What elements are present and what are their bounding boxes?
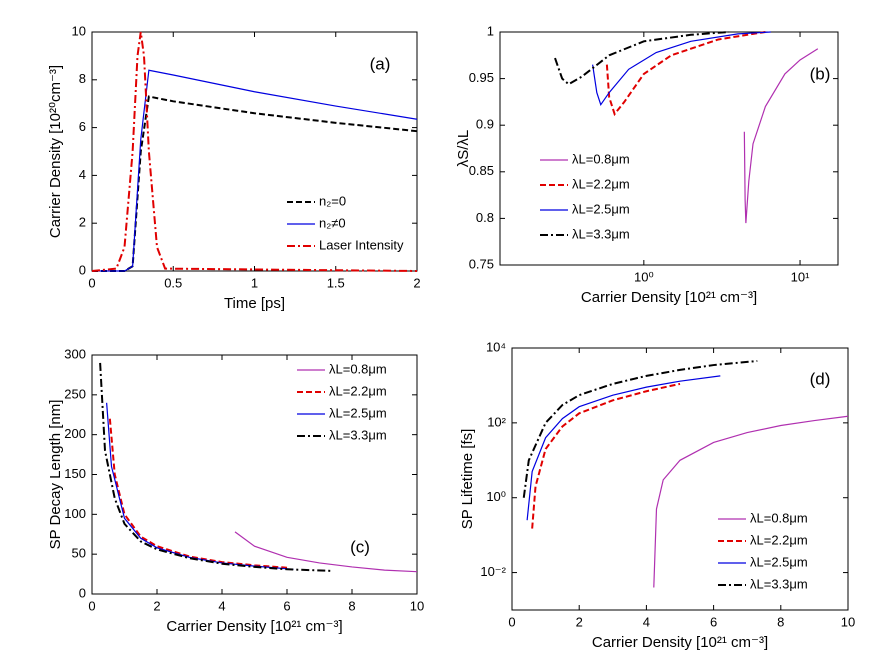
x-tick-label: 1.5: [327, 275, 345, 290]
y-tick-label: 8: [79, 71, 86, 86]
x-tick-label: 4: [643, 614, 650, 629]
x-tick-label: 10: [841, 614, 855, 629]
data-line: [653, 415, 849, 588]
legend-label: λL=3.3μm: [572, 226, 630, 241]
y-axis-label: Carrier Density [10²⁰cm⁻³]: [47, 65, 64, 238]
legend-label: λL=0.8μm: [750, 510, 808, 525]
legend-label: λL=3.3μm: [329, 427, 387, 442]
data-line: [106, 402, 294, 570]
legend-label: λL=3.3μm: [750, 576, 808, 591]
data-line: [92, 69, 418, 272]
plot-frame: [511, 347, 849, 611]
x-tick-label: 6: [283, 598, 290, 613]
legend-label: λL=0.8μm: [572, 151, 630, 166]
legend-label: Laser Intensity: [319, 237, 404, 252]
x-tick-label: 8: [777, 614, 784, 629]
x-tick-label: 6: [710, 614, 717, 629]
y-axis-label: SP Decay Length [nm]: [47, 400, 64, 550]
y-tick-label: 10: [72, 23, 86, 38]
data-line: [554, 31, 729, 86]
legend-label: λL=2.5μm: [329, 405, 387, 420]
annotation: (c): [350, 537, 370, 556]
y-tick-label: 300: [64, 346, 86, 361]
data-line: [605, 31, 766, 117]
x-tick-label: 0: [88, 275, 95, 290]
x-tick-label: 0.5: [164, 275, 182, 290]
legend-label: n₂≠0: [319, 215, 346, 230]
x-tick-label: 10⁰: [634, 269, 654, 284]
legend-label: λL=2.2μm: [329, 383, 387, 398]
plot-frame: [499, 31, 839, 266]
y-tick-label: 10²: [487, 414, 506, 429]
y-tick-label: 0: [79, 262, 86, 277]
x-tick-label: 0: [508, 614, 515, 629]
legend-label: λL=2.2μm: [750, 532, 808, 547]
x-axis-label: Time [ps]: [224, 295, 285, 312]
data-line: [592, 31, 771, 107]
y-tick-label: 2: [79, 215, 86, 230]
x-tick-label: 8: [348, 598, 355, 613]
y-tick-label: 4: [79, 167, 86, 182]
y-tick-label: 0.8: [476, 210, 494, 225]
x-tick-label: 2: [576, 614, 583, 629]
y-tick-label: 0.75: [469, 256, 494, 271]
data-line: [108, 418, 288, 569]
x-tick-label: 10: [410, 598, 424, 613]
y-tick-label: 150: [64, 466, 86, 481]
data-line: [234, 531, 418, 573]
y-tick-label: 50: [72, 546, 86, 561]
y-tick-label: 10⁴: [486, 339, 506, 354]
y-tick-label: 1: [487, 23, 494, 38]
x-tick-label: 10¹: [791, 269, 810, 284]
data-line: [526, 375, 721, 521]
data-line: [743, 48, 819, 224]
x-axis-label: Carrier Density [10²¹ cm⁻³]: [166, 618, 342, 635]
y-tick-label: 0.95: [469, 70, 494, 85]
legend-label: λL=2.5μm: [750, 554, 808, 569]
x-tick-label: 1: [251, 275, 258, 290]
y-tick-label: 6: [79, 119, 86, 134]
y-axis-label: SP Lifetime [fs]: [459, 429, 476, 530]
x-axis-label: Carrier Density [10²¹ cm⁻³]: [592, 634, 768, 651]
y-tick-label: 0.9: [476, 117, 494, 132]
x-axis-label: Carrier Density [10²¹ cm⁻³]: [581, 289, 757, 306]
y-tick-label: 250: [64, 386, 86, 401]
data-line: [99, 362, 333, 572]
y-tick-label: 0.85: [469, 163, 494, 178]
legend-label: λL=2.5μm: [572, 201, 630, 216]
data-line: [522, 359, 758, 498]
y-tick-label: 0: [79, 585, 86, 600]
y-tick-label: 10⁻²: [480, 564, 506, 579]
legend-label: λL=2.2μm: [572, 176, 630, 191]
annotation: (a): [370, 54, 391, 73]
data-line: [91, 31, 418, 272]
x-tick-label: 0: [88, 598, 95, 613]
legend-label: n₂=0: [319, 193, 346, 208]
y-tick-label: 100: [64, 506, 86, 521]
y-tick-label: 200: [64, 426, 86, 441]
x-tick-label: 2: [153, 598, 160, 613]
annotation: (b): [810, 64, 831, 83]
data-line: [531, 382, 681, 529]
legend-label: λL=0.8μm: [329, 361, 387, 376]
x-tick-label: 4: [218, 598, 225, 613]
x-tick-label: 2: [413, 275, 420, 290]
annotation: (d): [810, 369, 831, 388]
y-tick-label: 10⁰: [486, 489, 506, 504]
y-axis-label: λS/λL: [455, 130, 472, 168]
data-line: [92, 95, 418, 272]
